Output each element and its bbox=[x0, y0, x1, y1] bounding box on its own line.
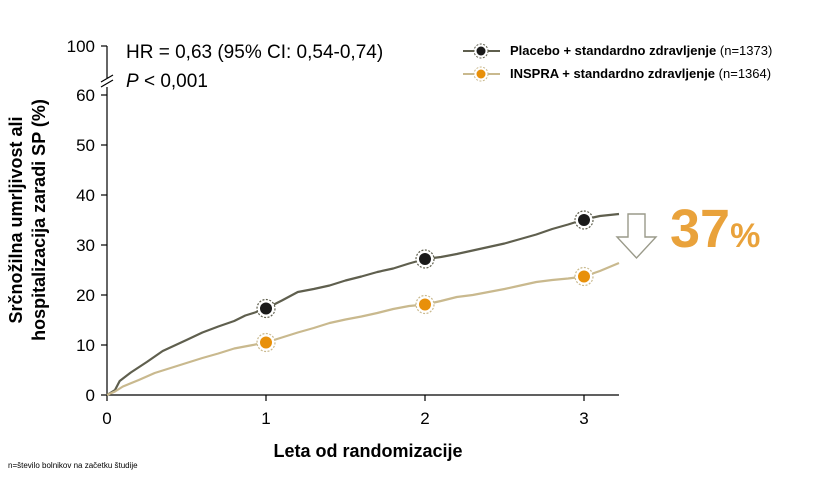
marker-dot bbox=[578, 270, 590, 283]
x-tick-label-0: 0 bbox=[102, 409, 111, 428]
series-line-inspra bbox=[106, 261, 620, 397]
reduction-unit: % bbox=[730, 217, 761, 255]
legend-marker-dot bbox=[476, 46, 486, 56]
y-tick-label-20: 20 bbox=[76, 286, 95, 305]
y-tick-label-60: 60 bbox=[76, 86, 95, 105]
series-marker-inspra-1 bbox=[256, 332, 276, 353]
legend-label-placebo: Placebo + standardno zdravljenje bbox=[510, 43, 717, 58]
marker-dot bbox=[419, 253, 431, 265]
x-tick-label-2: 2 bbox=[420, 409, 429, 428]
relative-risk-reduction: 37% bbox=[670, 198, 760, 260]
series-marker-inspra-2 bbox=[415, 294, 435, 315]
p-value-text: P < 0,001 bbox=[126, 71, 208, 93]
reduction-value: 37 bbox=[670, 199, 731, 259]
y-axis-break-icon bbox=[100, 74, 114, 88]
legend-marker-dot bbox=[476, 69, 486, 79]
series-inspra bbox=[106, 261, 620, 397]
legend-n-placebo: (n=1373) bbox=[719, 43, 773, 58]
p-symbol: P bbox=[126, 71, 139, 92]
series-layer bbox=[106, 210, 620, 397]
series-marker-inspra-3 bbox=[574, 266, 594, 287]
y-axis-label-line-1: Srčnožilna umrljivost ali bbox=[6, 116, 26, 323]
series-line-placebo bbox=[106, 212, 620, 396]
series-marker-placebo-1 bbox=[256, 298, 276, 319]
x-tick-label-1: 1 bbox=[261, 409, 270, 428]
legend-label-inspra: INSPRA + standardno zdravljenje bbox=[510, 66, 716, 81]
marker-dot bbox=[578, 214, 590, 226]
y-tick-label-0: 0 bbox=[86, 386, 95, 405]
y-tick-label-10: 10 bbox=[76, 336, 95, 355]
series-marker-placebo-3 bbox=[574, 210, 594, 230]
reduction-arrow-icon bbox=[615, 213, 658, 260]
legend-n-inspra: (n=1364) bbox=[718, 66, 772, 81]
legend-icon-placebo bbox=[463, 43, 500, 59]
legend-entry-placebo: Placebo + standardno zdravljenje (n=1373… bbox=[510, 43, 772, 58]
marker-dot bbox=[260, 302, 272, 315]
hazard-ratio-text: HR = 0,63 (95% CI: 0,54-0,74) bbox=[126, 42, 384, 63]
y-tick-label-100: 100 bbox=[67, 37, 95, 56]
series-marker-placebo-2 bbox=[415, 249, 435, 269]
marker-dot bbox=[419, 298, 431, 311]
legend-entry-inspra: INSPRA + standardno zdravljenje (n=1364) bbox=[510, 66, 771, 81]
x-tick-label-3: 3 bbox=[579, 409, 588, 428]
axes: 100 0 10 20 30 40 50 60 0 1 2 3 Leta od randomizacij… bbox=[6, 37, 619, 461]
y-axis-label-line-2: hospitalizacija zaradi SP (%) bbox=[29, 99, 49, 341]
y-tick-label-40: 40 bbox=[76, 186, 95, 205]
footnote: n=število bolnikov na začetku študije bbox=[8, 461, 138, 470]
x-axis-label: Leta od randomizacije bbox=[273, 441, 462, 461]
legend-icons bbox=[463, 43, 500, 82]
y-axis-label: Srčnožilna umrljivost ali hospitalizacija… bbox=[6, 99, 49, 341]
series-placebo bbox=[106, 210, 620, 396]
legend-icon-inspra bbox=[463, 66, 500, 82]
y-tick-label-50: 50 bbox=[76, 136, 95, 155]
marker-dot bbox=[260, 336, 272, 349]
y-tick-label-30: 30 bbox=[76, 236, 95, 255]
p-value: < 0,001 bbox=[138, 71, 208, 92]
